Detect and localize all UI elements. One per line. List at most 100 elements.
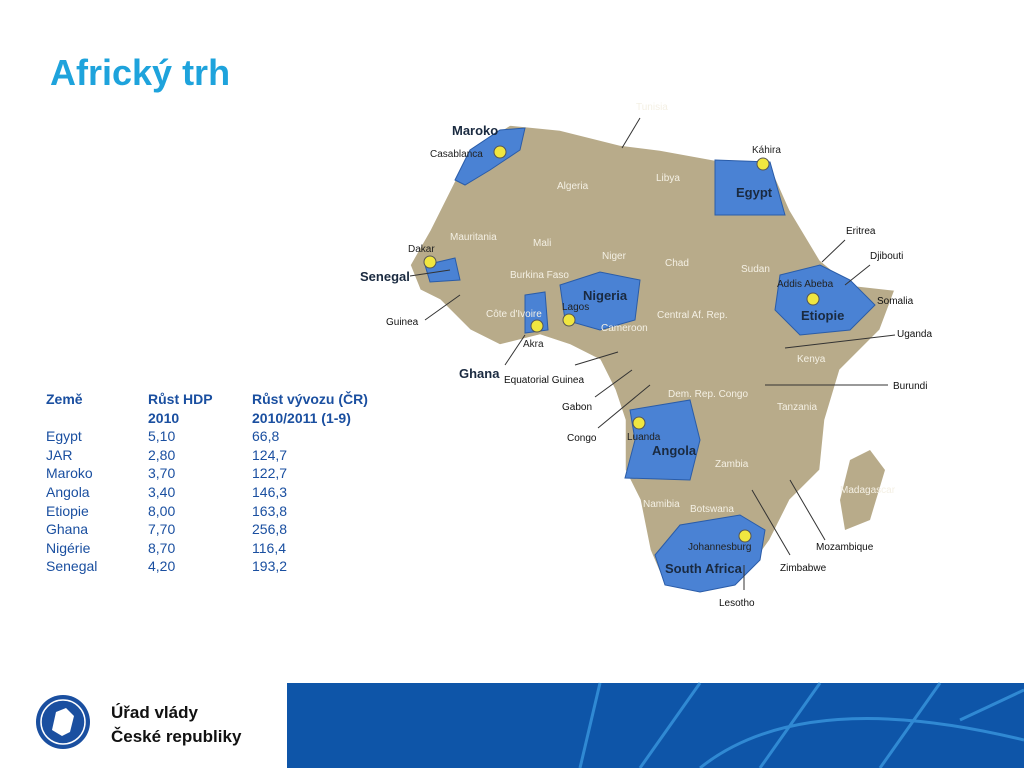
cell: JAR [46,446,73,463]
slide-title: Africký trh [50,52,231,93]
map-label: Tunisia [636,102,668,113]
cell: Angola [46,483,90,500]
row: JAR 2,80 124,7 [46,446,368,465]
cell: 3,70 [148,465,176,482]
map-label: Egypt [736,185,773,200]
map-label: Central Af. Rep. [657,310,728,321]
leader [574,351,619,366]
map-label: Tanzania [777,402,817,413]
city-dot [756,157,770,171]
leader [784,334,896,349]
map-label: Guinea [386,317,419,328]
leader [597,384,651,429]
map-label: Akra [523,339,544,350]
footer-band [287,683,1024,768]
cell: Ghana [46,521,89,538]
logo-ring [40,699,86,745]
cell: 8,00 [148,502,176,519]
map-label: Libya [656,173,680,184]
map-label: Gabon [562,402,592,413]
map-label: Congo [567,433,597,444]
leader [821,239,846,263]
cell: Egypt [46,428,82,445]
map-label: Equatorial Guinea [504,375,584,386]
cell: 146,3 [252,483,288,500]
header-text: 2010/2011 (1-9) [252,409,351,426]
map-label: Lesotho [719,598,755,609]
map-label: Johannesburg [688,542,751,553]
map-label: South Africa [665,561,743,576]
morocco [454,127,526,186]
map-label: Madagascar [840,485,896,496]
map-label: Uganda [897,329,932,340]
map-label: Lagos [562,302,589,313]
row: Etiopie 8,00 163,8 [46,502,368,521]
map-label: Zambia [715,459,749,470]
map-label: Namibia [643,499,680,510]
cell: 122,7 [252,465,288,482]
leader [594,369,633,398]
map-label: Mozambique [816,542,874,553]
cell: 3,40 [148,483,176,500]
map-label: Chad [665,258,689,269]
footer-line1: Úřad vlády [111,703,198,722]
ethiopia [774,264,876,336]
map-label: Mali [533,238,551,249]
cell: 7,70 [148,521,176,538]
map-label: Dem. Rep. Congo [668,389,748,400]
map-label: Mauritania [450,232,497,243]
header-text: Růst vývozu (ČR) [252,391,368,407]
cell: Maroko [46,465,93,482]
map-label: Luanda [627,432,661,443]
south-africa [654,514,766,593]
map-label: Burundi [893,381,927,392]
leader [409,269,451,277]
row: Ghana 7,70 256,8 [46,520,368,539]
map-label: Káhira [752,145,781,156]
footer-line2: České republiky [111,727,242,746]
map-label: Ghana [459,366,500,381]
logo-lion [52,708,74,736]
map-label: Côte d'Ivoire [486,309,542,320]
map-label: Burkina Faso [510,270,569,281]
map-label: Maroko [452,123,498,138]
leader [789,479,826,541]
city-dot [562,313,576,327]
cell: 163,8 [252,502,288,519]
map-label: Niger [602,251,627,262]
header-text: 2010 [148,409,180,426]
city-dot [423,255,437,269]
map-label: Casablanca [430,149,483,160]
cell: 256,8 [252,521,288,538]
cell: 5,10 [148,428,176,445]
header-cell: Růst vývozu (ČR) 2010/2011 (1-9) [252,390,368,427]
header-text: Země [46,391,83,407]
row: Maroko 3,70 122,7 [46,464,368,483]
row: Nigérie 8,70 116,4 [46,539,368,558]
row: Egypt 5,10 66,8 [46,427,368,446]
growth-table: Země Růst HDP 2010 Růst vývozu (ČR) 2010/201… [46,390,368,576]
city-dot [806,292,820,306]
map-label: Addis Abeba [777,279,834,290]
cell: Nigérie [46,539,91,556]
leader [621,117,641,149]
cell: 124,7 [252,446,288,463]
city-dot [632,416,646,430]
cell: Senegal [46,558,98,575]
map-label: Botswana [690,504,734,515]
map-label: Etiopie [801,308,844,323]
map-label: Somalia [877,296,914,307]
cell: 4,20 [148,558,176,575]
map-label: Sudan [741,264,770,275]
cell: 116,4 [252,539,286,556]
cell: 66,8 [252,428,280,445]
city-dot [738,529,752,543]
cell: 8,70 [148,539,176,556]
footer-pattern [578,682,1024,768]
stroke [578,682,1024,768]
header-cell: Růst HDP 2010 [148,390,252,427]
madagascar [840,450,885,530]
leader [424,294,461,321]
